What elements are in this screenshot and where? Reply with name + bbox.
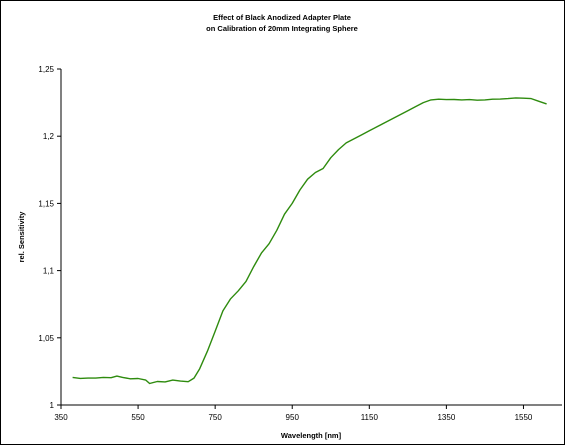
chart-title-line-2: on Calibration of 20mm Integrating Spher… [206, 24, 358, 33]
series-line [72, 97, 547, 385]
y-axis-ticks: 1 1,05 1,1 1,15 1,2 1,25 [38, 65, 61, 410]
x-tick-label: 750 [208, 413, 222, 422]
x-axis-title: Wavelength [nm] [281, 431, 342, 440]
y-tick-label: 1 [50, 401, 55, 410]
x-tick-label: 350 [54, 413, 68, 422]
y-tick-label: 1,1 [43, 267, 55, 276]
x-tick-label: 1550 [515, 413, 533, 422]
x-tick-label: 550 [131, 413, 145, 422]
y-tick-label: 1,05 [38, 334, 54, 343]
x-tick-label: 1150 [361, 413, 379, 422]
chart-title-line-1: Effect of Black Anodized Adapter Plate [213, 13, 351, 22]
x-axis-ticks: 350 550 750 950 1150 1350 1550 [54, 405, 533, 422]
x-tick-label: 950 [286, 413, 300, 422]
y-tick-label: 1,2 [43, 132, 55, 141]
y-axis-title: rel. Sensitivity [17, 211, 26, 263]
y-tick-label: 1,25 [38, 65, 54, 74]
x-tick-label: 1350 [437, 413, 455, 422]
y-tick-label: 1,15 [38, 199, 54, 208]
plot-area: 350 550 750 950 1150 1350 1550 1 1,05 1,1 1,15 1,2… [38, 65, 562, 422]
